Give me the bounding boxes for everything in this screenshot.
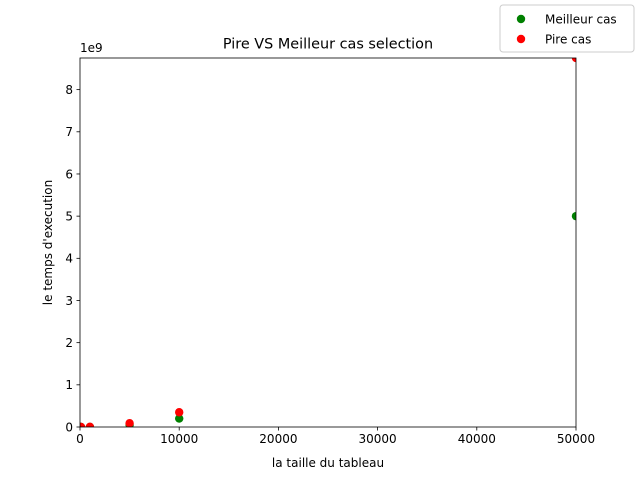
y-tick-label: 7 [65,125,73,139]
y-tick-label: 3 [65,294,73,308]
x-tick-label: 20000 [259,432,297,446]
y-tick-label: 6 [65,167,73,181]
x-tick-label: 30000 [359,432,397,446]
y-tick-label: 8 [65,83,73,97]
point-pire-cas [175,408,184,417]
y-axis-label: le temps d'execution [41,180,55,305]
point-pire-cas [80,422,86,427]
y-tick-label: 2 [65,336,73,350]
legend-label-pire-cas: Pire cas [545,33,591,47]
legend-label-meilleur-cas: Meilleur cas [545,13,617,27]
axes-frame [79,57,577,428]
legend-marker-meilleur-cas [516,14,526,24]
x-tick-label: 50000 [557,432,595,446]
x-axis-label: la taille du tableau [272,456,384,470]
legend-frame [499,4,635,53]
x-tick-label: 0 [76,432,84,446]
x-tick-label: 40000 [458,432,496,446]
y-axis-offset-label: 1e9 [80,41,103,55]
point-pire-cas [85,422,95,427]
point-meilleur-cas [175,414,184,423]
point-pire-cas [125,419,134,427]
chart-title: Pire VS Meilleur cas selection [223,37,433,53]
legend-marker-pire-cas [516,34,526,44]
axes: 0 10000 20000 30000 40000 50000 0 1 2 3 4 5 6 7 8 [65,57,595,446]
data-points [80,58,576,427]
legend: Meilleur cas Pire cas [499,4,635,53]
y-tick-label: 1 [65,378,73,392]
point-pire-cas [571,58,576,63]
y-tick-label: 4 [65,252,73,266]
point-meilleur-cas [571,211,576,221]
y-tick-label: 5 [65,209,73,223]
y-tick-label: 0 [65,420,73,434]
x-tick-label: 10000 [160,432,198,446]
